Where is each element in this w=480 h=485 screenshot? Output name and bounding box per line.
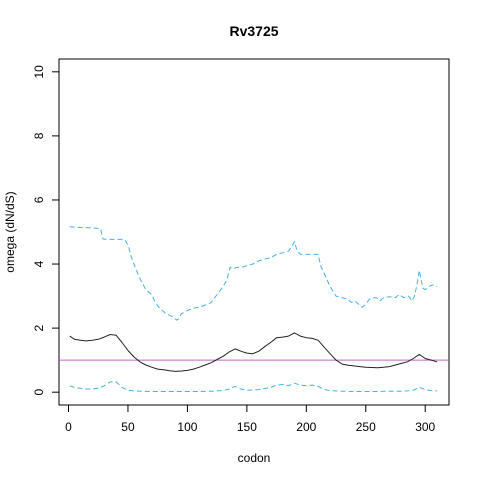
y-tick-label: 8 [32,132,46,139]
series-line-estimate [69,332,438,372]
x-tick-label: 250 [356,420,376,434]
x-tick-label: 150 [237,420,257,434]
y-axis: 0 2 4 6 8 10 [32,65,60,396]
series-line-upper [69,226,438,321]
x-axis-label: codon [238,451,271,465]
y-tick-label: 10 [32,65,46,79]
y-tick-label: 4 [32,260,46,267]
x-axis: 0 50 100 150 200 250 300 [65,404,436,434]
x-tick-label: 200 [296,420,316,434]
series-line-lower [69,381,438,392]
x-tick-label: 0 [65,420,72,434]
x-tick-label: 50 [121,420,135,434]
x-tick-label: 300 [415,420,435,434]
y-tick-label: 2 [32,324,46,331]
chart-title: Rv3725 [229,23,278,39]
y-tick-label: 0 [32,389,46,396]
y-axis-label: omega (dN/dS) [3,191,17,272]
x-tick-label: 100 [177,420,197,434]
series-layer [59,226,449,392]
y-tick-label: 6 [32,196,46,203]
